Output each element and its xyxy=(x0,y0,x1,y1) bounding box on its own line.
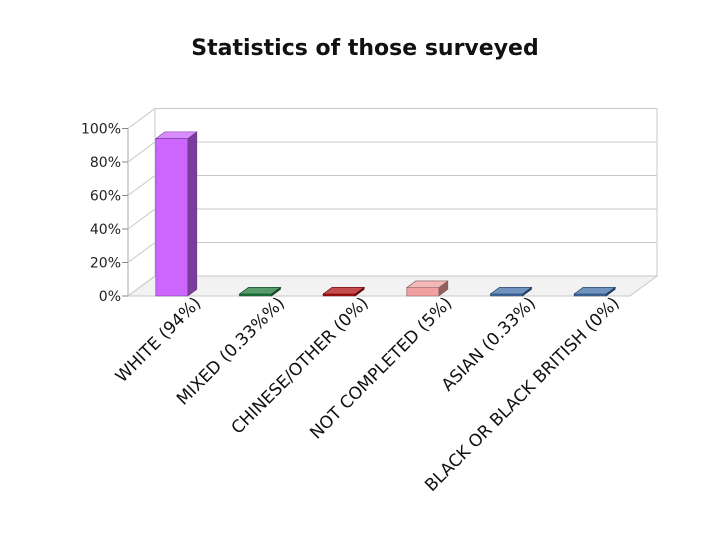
y-tick-label: 80% xyxy=(90,155,121,171)
bar xyxy=(238,286,282,297)
back-wall xyxy=(154,108,658,277)
bar-top xyxy=(154,131,198,139)
bar-top xyxy=(405,280,449,288)
gridline xyxy=(127,242,657,263)
bar xyxy=(405,280,449,297)
bar-front xyxy=(406,287,440,297)
bar xyxy=(154,131,198,297)
y-tick-label: 20% xyxy=(90,256,121,272)
bar xyxy=(322,286,366,297)
bar-top xyxy=(489,287,533,295)
bar-front xyxy=(155,138,189,297)
gridline xyxy=(127,108,657,129)
y-tick-label: 100% xyxy=(81,122,121,138)
bar xyxy=(489,286,533,297)
y-tick-label: 60% xyxy=(90,189,121,205)
gridline xyxy=(127,275,657,297)
y-tick-label: 40% xyxy=(90,222,121,238)
chart-title: Statistics of those surveyed xyxy=(191,36,539,61)
bar-side xyxy=(187,131,198,297)
x-category-label: WHITE (94%) xyxy=(112,293,205,386)
x-category-label: CHINESE/OTHER (0%) xyxy=(228,293,373,438)
bar xyxy=(573,286,617,297)
bar-top xyxy=(238,287,282,295)
bar-top xyxy=(322,287,366,295)
gridline xyxy=(127,175,657,196)
x-category-label: NOT COMPLETED (5%) xyxy=(306,293,456,443)
gridline xyxy=(127,208,657,230)
y-tick-label: 0% xyxy=(99,289,121,305)
bar-top xyxy=(573,287,617,295)
gridline xyxy=(127,141,657,163)
